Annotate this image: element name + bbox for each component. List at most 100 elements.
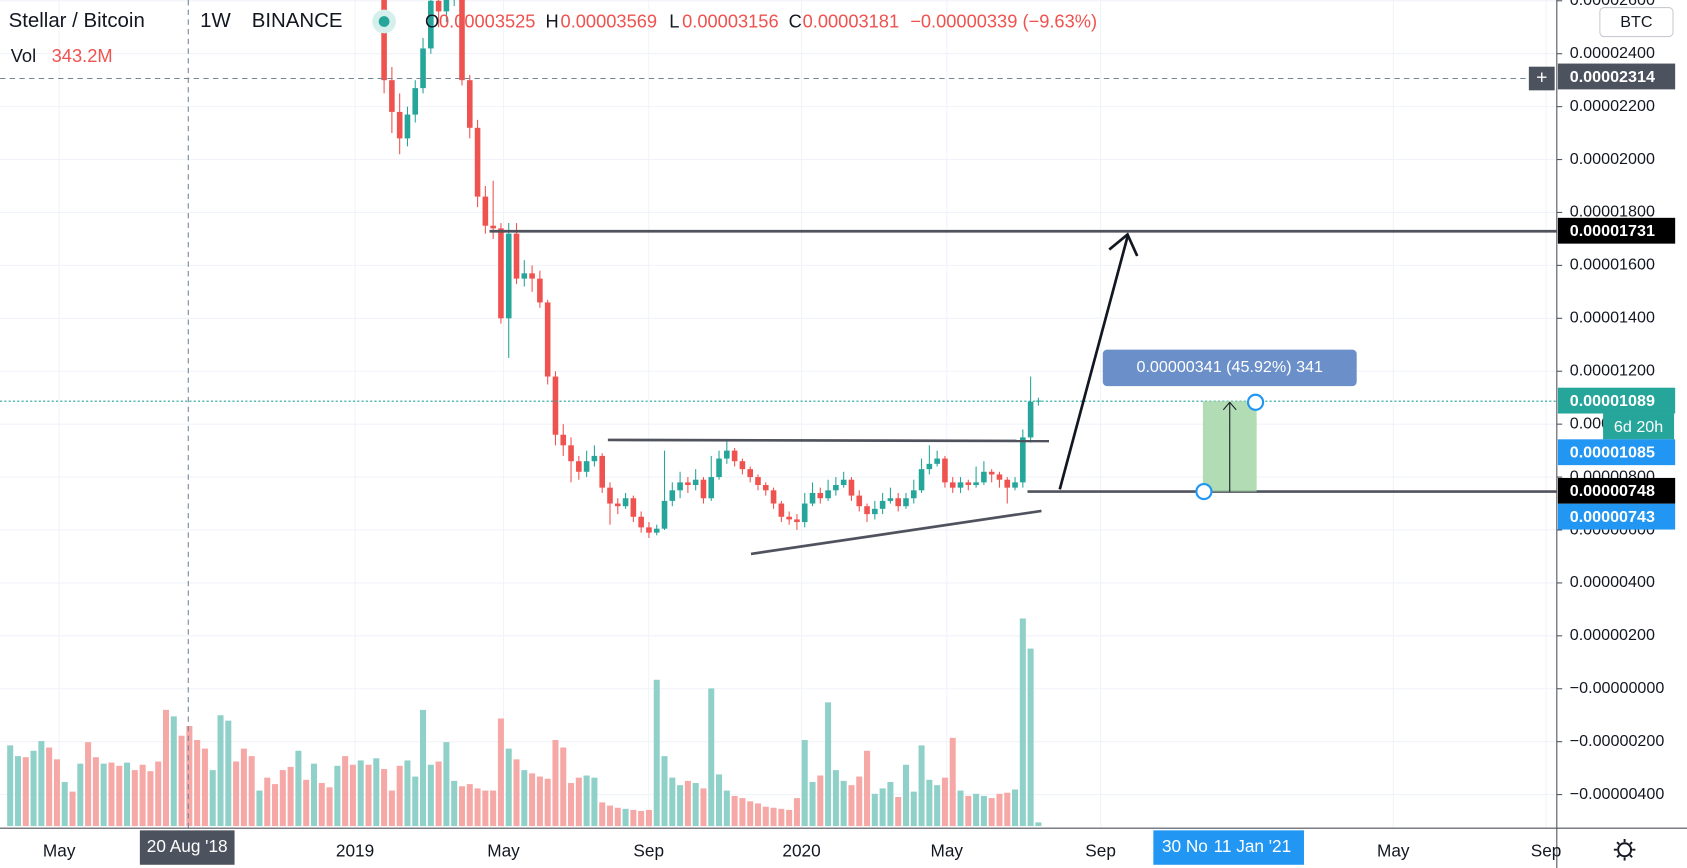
volume-bar xyxy=(248,756,255,827)
x-tick-label: Sep xyxy=(1531,840,1562,860)
candle-body xyxy=(537,278,543,303)
resistance-line[interactable] xyxy=(607,438,1049,443)
measure-label: 0.00000341 (45.92%) 341 xyxy=(1136,358,1323,376)
volume-bar xyxy=(832,770,839,827)
volume-bar xyxy=(793,798,800,827)
volume-bar xyxy=(373,758,380,827)
y-tick-label: 0.00000400 xyxy=(1570,573,1655,591)
x-tick-label: May xyxy=(1377,840,1410,860)
symbol: Stellar / Bitcoin xyxy=(9,10,145,32)
candle-body xyxy=(770,490,777,504)
candle-body xyxy=(638,516,644,528)
volume-bar xyxy=(575,777,582,827)
volume-bar xyxy=(809,781,816,827)
volume-bar xyxy=(856,776,863,827)
volume-bar xyxy=(568,783,575,827)
candle-body xyxy=(801,503,808,523)
volume-bar xyxy=(778,808,785,827)
price-badge xyxy=(1557,63,1676,90)
x-tick-label: May xyxy=(487,840,520,860)
candle-body xyxy=(1012,482,1018,488)
candle-body xyxy=(607,487,613,504)
support-line[interactable] xyxy=(750,509,1042,556)
candle-body xyxy=(848,479,855,496)
volume-bar xyxy=(934,785,941,827)
candle-body xyxy=(381,0,387,81)
volume-bar xyxy=(708,688,715,827)
volume-bar xyxy=(762,806,769,827)
volume-bar xyxy=(458,786,466,827)
volume-bar xyxy=(92,757,99,827)
candle-body xyxy=(622,498,629,507)
volume-bar xyxy=(451,780,458,827)
volume-bar xyxy=(871,793,878,827)
volume-bar xyxy=(786,809,793,827)
candle-body xyxy=(653,528,660,533)
settings-button[interactable] xyxy=(1613,838,1636,861)
candle-body xyxy=(498,228,504,319)
candle-body xyxy=(778,503,785,517)
volume-bar xyxy=(295,750,302,827)
y-tick-label: 0.00001800 xyxy=(1570,203,1655,221)
volume-bar xyxy=(1027,648,1034,827)
candle-body xyxy=(443,0,450,12)
volume-bar xyxy=(653,679,660,827)
plus-icon: + xyxy=(1536,67,1547,89)
ohlc-value: 0.00003525 xyxy=(439,10,536,31)
volume-bar xyxy=(147,771,154,827)
currency-button[interactable] xyxy=(1599,6,1674,38)
volume-bar xyxy=(53,759,60,827)
range-end-date: 11 Jan '21 xyxy=(1214,836,1292,856)
candle-body xyxy=(809,492,816,504)
candle-body xyxy=(957,482,964,488)
volume-bar xyxy=(529,773,536,827)
exchange: BINANCE xyxy=(252,10,343,32)
candle-body xyxy=(825,490,831,499)
volume-bar xyxy=(209,770,216,827)
range-date-badge xyxy=(1153,830,1304,865)
volume-bar xyxy=(279,770,286,827)
candle-body xyxy=(895,498,901,507)
volume-bar xyxy=(980,795,987,827)
ohlc-key: L xyxy=(669,10,679,31)
volume-bar xyxy=(770,807,777,827)
volume-bar xyxy=(614,807,621,827)
volume-bar xyxy=(201,748,208,827)
volume-bar xyxy=(1019,618,1026,827)
x-tick-label: Sep xyxy=(633,840,664,860)
candle-body xyxy=(474,127,481,197)
volume-bar xyxy=(497,718,504,827)
volume-bar xyxy=(692,783,699,827)
measure-tool[interactable]: 0.00000341 (45.92%) 341 xyxy=(1102,349,1357,501)
grid xyxy=(0,0,1557,829)
candle-body xyxy=(412,88,419,115)
volume-pane xyxy=(7,618,1042,827)
volume-bar xyxy=(443,742,450,827)
volume-bar xyxy=(310,763,318,827)
volume-bar xyxy=(69,791,76,827)
volume-bar xyxy=(108,762,115,827)
measure-handle[interactable] xyxy=(1246,393,1265,411)
candle-body xyxy=(521,273,528,279)
measure-arrow-head xyxy=(1222,401,1237,411)
arrow-line[interactable] xyxy=(1058,236,1129,490)
measure-handle[interactable] xyxy=(1195,482,1213,501)
add-alert-button[interactable] xyxy=(1528,66,1555,91)
price-badge-label: 0.00001731 xyxy=(1570,222,1655,240)
volume-bar xyxy=(233,761,240,827)
price-badge-label: 0.00001085 xyxy=(1570,444,1655,462)
candle-body xyxy=(599,455,605,488)
volume-bar xyxy=(225,720,232,827)
candle-body xyxy=(591,455,598,462)
volume-bar xyxy=(723,790,730,827)
volume-bar xyxy=(46,747,53,827)
y-tick-label: −0.00000400 xyxy=(1570,785,1665,803)
volume-bar xyxy=(334,765,341,827)
volume-bar xyxy=(77,763,84,827)
volume-bar xyxy=(552,740,559,827)
candle-body xyxy=(692,479,699,486)
volume-bar xyxy=(357,760,364,827)
candle-body xyxy=(918,469,925,491)
volume-bar xyxy=(669,777,676,827)
